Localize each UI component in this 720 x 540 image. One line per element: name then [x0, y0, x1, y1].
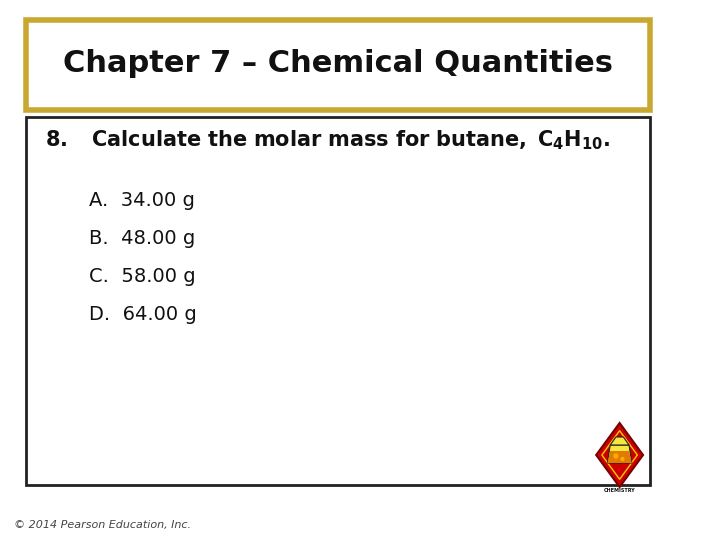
Circle shape — [614, 454, 618, 458]
Text: CHEMISTRY: CHEMISTRY — [604, 488, 636, 493]
Polygon shape — [608, 445, 632, 463]
Text: $\mathbf{8.}$   $\mathit{\mathbf{Calculate\ the\ molar\ mass\ for\ butane,\ C}}$: $\mathbf{8.}$ $\mathit{\mathbf{Calculate… — [45, 128, 610, 152]
FancyBboxPatch shape — [27, 117, 649, 485]
Text: Chapter 7 – Chemical Quantities: Chapter 7 – Chemical Quantities — [63, 49, 613, 78]
Text: A.  34.00 g: A. 34.00 g — [89, 191, 195, 210]
FancyBboxPatch shape — [27, 20, 649, 110]
Text: C.  58.00 g: C. 58.00 g — [89, 267, 196, 286]
Text: B.  48.00 g: B. 48.00 g — [89, 228, 195, 247]
Polygon shape — [596, 423, 643, 487]
Text: D.  64.00 g: D. 64.00 g — [89, 305, 197, 323]
Polygon shape — [611, 437, 629, 445]
Polygon shape — [608, 451, 632, 463]
Text: © 2014 Pearson Education, Inc.: © 2014 Pearson Education, Inc. — [14, 520, 191, 530]
Circle shape — [621, 457, 624, 461]
